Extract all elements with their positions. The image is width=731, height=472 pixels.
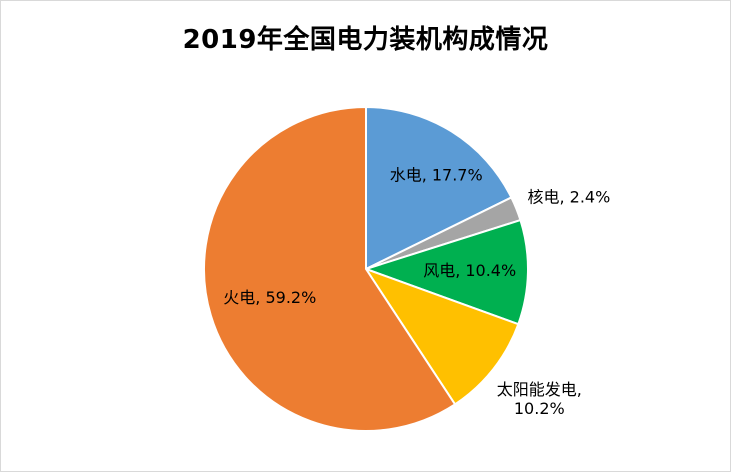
slice-label-核电: 核电, 2.4% (527, 188, 610, 207)
chart-title: 2019年全国电力装机构成情况 (182, 25, 549, 55)
slice-label-风电: 风电, 10.4% (423, 261, 516, 280)
slice-label-水电: 水电, 17.7% (390, 166, 483, 185)
slice-label-火电: 火电, 59.2% (223, 288, 316, 307)
pie-slice-太阳能发电 (363, 267, 520, 406)
slice-label-太阳能发电: 太阳能发电, 10.2% (497, 380, 582, 418)
pie-slice-风电 (362, 218, 529, 326)
pie-slice-水电 (365, 105, 513, 271)
pie-slice-火电 (203, 105, 457, 432)
